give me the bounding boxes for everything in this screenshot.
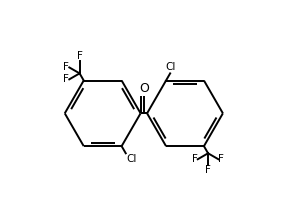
Text: F: F (77, 51, 83, 61)
Text: F: F (218, 154, 224, 164)
Text: F: F (63, 62, 69, 72)
Text: F: F (205, 165, 211, 175)
Text: Cl: Cl (126, 154, 137, 164)
Text: F: F (63, 74, 69, 84)
Text: Cl: Cl (165, 62, 175, 72)
Text: F: F (192, 154, 198, 164)
Text: O: O (139, 82, 149, 95)
